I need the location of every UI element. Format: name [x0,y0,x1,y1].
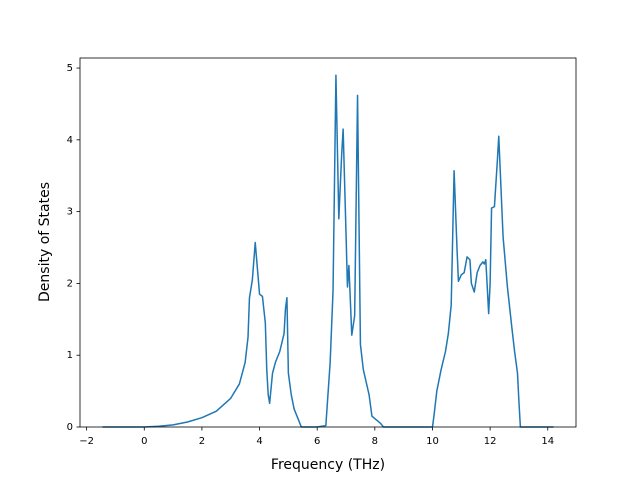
x-tick-label: 8 [372,436,378,447]
y-tick-label: 3 [67,207,73,218]
x-tick-label: 6 [314,436,320,447]
x-tick-label: 4 [256,436,262,447]
x-tick-label: −2 [79,436,94,447]
x-tick-label: 12 [484,436,497,447]
x-axis-label: Frequency (THz) [271,457,385,473]
y-tick-label: 0 [67,422,73,433]
x-tick-label: 2 [199,436,205,447]
y-tick-label: 4 [67,135,73,146]
plot-frame [79,57,577,428]
x-tick-label: 0 [141,436,147,447]
y-tick-label: 5 [67,63,73,74]
y-axis-label: Density of States [37,182,53,302]
x-tick-label: 14 [541,436,554,447]
y-tick-label: 2 [67,278,73,289]
x-tick-label: 10 [426,436,439,447]
y-tick-label: 1 [67,350,73,361]
data-line [102,74,554,428]
